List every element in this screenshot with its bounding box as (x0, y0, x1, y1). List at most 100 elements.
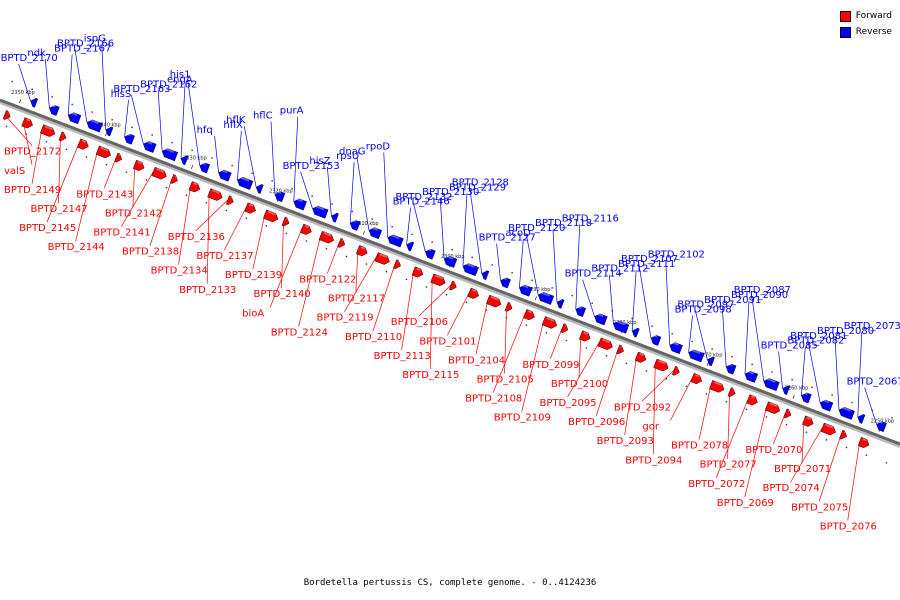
leader-line (721, 305, 727, 367)
gene-arrow (237, 176, 254, 190)
scale-dot (745, 408, 748, 410)
gene-arrow (876, 420, 887, 433)
leader-line (101, 44, 107, 130)
gene-arrow (537, 291, 555, 305)
reverse-gene-label: hflK (226, 115, 246, 126)
gene-arrow (688, 348, 705, 363)
gene-arrow (337, 238, 346, 248)
gene-body (801, 392, 812, 404)
scale-dot (345, 255, 348, 258)
scale-dot (51, 96, 53, 98)
gene-arrow (634, 351, 647, 363)
forward-gene-label: BPTD_2105 (477, 374, 534, 385)
reverse-gene-label: BPTD_2127 (479, 233, 536, 244)
gene-highlight (862, 437, 867, 442)
gene-highlight (546, 317, 555, 322)
tick-group: 2250 kbp 2260 kbp 2270 kbp 2280 kbp 2290 kbp… (11, 90, 894, 432)
leader-line (670, 377, 693, 421)
leader-line (356, 157, 370, 231)
forward-gene-label: BPTD_2093 (597, 436, 654, 447)
gene-arrow (820, 422, 836, 436)
gene-highlight (750, 395, 756, 399)
leader-line (22, 121, 33, 165)
scale-dot (271, 180, 273, 182)
gene-arrow (77, 138, 89, 150)
gene-highlight (503, 277, 507, 281)
scale-dot (231, 164, 233, 167)
scale-dot (165, 186, 168, 189)
leader-line (131, 95, 144, 145)
gene-highlight (352, 219, 357, 223)
gene-body (387, 234, 404, 248)
leader-line (195, 199, 229, 232)
leader-line (790, 427, 823, 483)
gene-highlight (769, 402, 778, 408)
tick-label: 2320 kbp (269, 188, 293, 194)
gene-arrow (838, 406, 855, 420)
leader-line (418, 284, 452, 317)
gene-arrow (124, 133, 135, 145)
scale-dot-group (5, 80, 893, 464)
gene-arrow (430, 273, 446, 287)
gene-highlight (360, 246, 366, 250)
leader-line (801, 346, 806, 396)
leader-line (439, 198, 445, 260)
gene-body (857, 436, 870, 449)
leader-line (178, 185, 191, 265)
leader-line (327, 166, 332, 216)
gene-body (707, 356, 715, 367)
leader-line (727, 391, 730, 459)
leader-line (492, 313, 526, 393)
gene-body (180, 155, 189, 166)
scale-dot (385, 270, 388, 273)
forward-gene-label: bioA (242, 308, 264, 319)
leader-line (298, 235, 322, 327)
scale-dot (391, 226, 393, 228)
forward-gene-label: BPTD_2115 (402, 370, 459, 381)
forward-genes (2, 110, 870, 449)
forward-gene-label: BPTD_2109 (494, 413, 551, 424)
tick-label: 2340 kbp (97, 123, 121, 129)
legend: Forward Reverse (839, 8, 892, 40)
reverse-gene-label: BPTD_2166 (57, 39, 114, 50)
leader-line (349, 162, 355, 224)
gene-highlight (578, 305, 583, 309)
gene-body (575, 306, 587, 318)
leader-line (75, 150, 98, 242)
forward-gene-label: gor (642, 422, 659, 433)
forward-gene-label: BPTD_2144 (48, 242, 105, 253)
leader-line (688, 315, 693, 353)
gene-body (744, 371, 759, 383)
tick-label: 2260 kbp (785, 385, 809, 391)
reverse-gene-label: BPTD_2082 (787, 336, 844, 347)
scale-dot (565, 339, 568, 342)
reverse-gene-label: hflC (253, 110, 273, 121)
gene-arrow (2, 110, 11, 120)
scale-dot (891, 417, 893, 419)
leader-line (462, 193, 468, 267)
forward-gene-label: BPTD_2136 (168, 232, 225, 243)
forward-gene-label: BPTD_2072 (688, 479, 745, 490)
leader-line (695, 310, 708, 360)
gene-body (274, 191, 286, 203)
gene-highlight (785, 384, 787, 388)
gene-arrow (406, 241, 415, 252)
leader-line (31, 128, 43, 184)
reverse-gene-label: BPTD_2107 (621, 254, 678, 265)
scale-dot (451, 249, 453, 251)
scale-dot (805, 431, 808, 433)
reverse-gene-label: BPTD_2118 (535, 218, 592, 229)
gene-highlight (672, 341, 679, 346)
scale-dot (651, 325, 653, 327)
leader-line (67, 54, 73, 116)
gene-body (393, 259, 401, 269)
forward-gene-label: BPTD_2113 (374, 351, 431, 362)
gene-highlight (597, 313, 604, 318)
tick-mark (534, 296, 537, 301)
gene-body (49, 105, 60, 116)
gene-arrow (690, 373, 703, 385)
scale-dot (25, 133, 28, 135)
scale-dot (45, 141, 48, 143)
scale-dot (685, 385, 688, 388)
